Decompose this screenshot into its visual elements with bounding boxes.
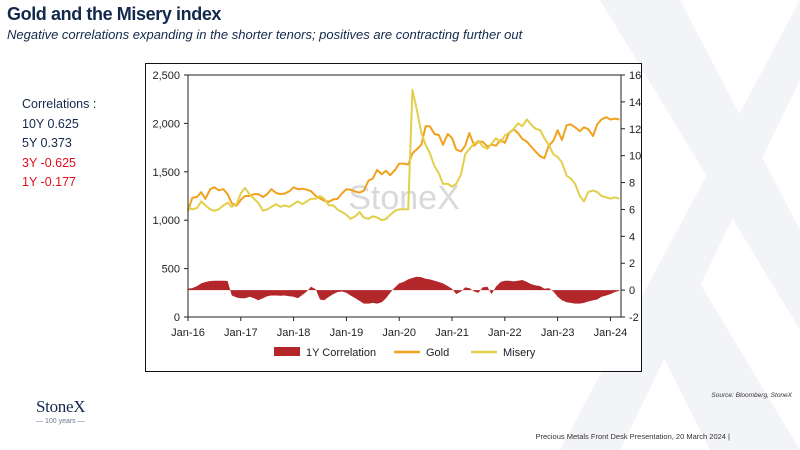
y-right-tick-label: 14 <box>629 97 641 109</box>
y-right-tick-label: -2 <box>629 312 639 324</box>
page-title: Gold and the Misery index <box>7 4 222 24</box>
x-tick-label: Jan-21 <box>435 327 469 339</box>
correlation-3y: 3Y -0.625 <box>22 155 76 170</box>
y-left-tick-label: 0 <box>174 312 180 324</box>
y-left-tick-label: 1,500 <box>152 167 180 179</box>
correlation-10y: 10Y 0.625 <box>22 116 79 131</box>
correlation-5y: 5Y 0.373 <box>22 136 72 150</box>
correlations-panel: Correlations : 10Y 0.625 5Y 0.373 3Y -0.… <box>22 95 96 193</box>
page-subtitle: Negative correlations expanding in the s… <box>7 27 523 42</box>
y-right-tick-label: 8 <box>629 178 635 190</box>
x-tick-label: Jan-18 <box>277 327 311 339</box>
correlation-1y: 1Y -0.177 <box>22 175 76 189</box>
x-tick-label: Jan-19 <box>330 327 364 339</box>
y-right-tick-label: 10 <box>629 151 641 163</box>
y-right-tick-label: 4 <box>629 231 635 243</box>
footer-text: Precious Metals Front Desk Presentation,… <box>535 432 730 441</box>
x-tick-label: Jan-24 <box>594 327 628 339</box>
legend-label: 1Y Correlation <box>306 347 376 359</box>
plot-area-border <box>187 74 622 318</box>
series-misery <box>187 88 620 222</box>
x-tick-label: Jan-22 <box>488 327 522 339</box>
series-gold <box>187 116 620 212</box>
series-1y-correlation <box>188 276 620 304</box>
stonex-logo: StoneX <box>36 397 86 416</box>
y-right-tick-label: 2 <box>629 258 635 270</box>
y-right-tick-label: 6 <box>629 204 635 216</box>
source-note: Source: Bloomberg, StoneX <box>711 392 792 399</box>
y-left-tick-label: 2,000 <box>152 118 180 130</box>
y-left-tick-label: 500 <box>162 264 180 276</box>
legend-swatch-correlation <box>274 347 300 356</box>
y-left-tick-label: 2,500 <box>152 70 180 82</box>
y-left-tick-label: 1,000 <box>152 215 180 227</box>
chart-frame: StoneX 0 500 1,000 1,500 2,000 2,500 -2 0 2 4 6 8 10… <box>145 63 642 372</box>
correlations-heading: Correlations : <box>22 97 97 111</box>
logo-tagline: — 100 years — <box>36 418 85 425</box>
y-right-tick-label: 0 <box>629 285 635 297</box>
legend-label: Gold <box>426 347 449 359</box>
x-tick-label: Jan-23 <box>541 327 575 339</box>
gold-misery-chart: StoneX 05001,0001,5002,0002,500-20246810… <box>152 70 641 359</box>
x-tick-label: Jan-20 <box>382 327 416 339</box>
y-right-tick-label: 12 <box>629 124 641 136</box>
x-tick-label: Jan-17 <box>224 327 258 339</box>
y-right-tick-label: 16 <box>629 70 641 82</box>
legend-label: Misery <box>503 347 536 359</box>
x-tick-label: Jan-16 <box>171 327 205 339</box>
